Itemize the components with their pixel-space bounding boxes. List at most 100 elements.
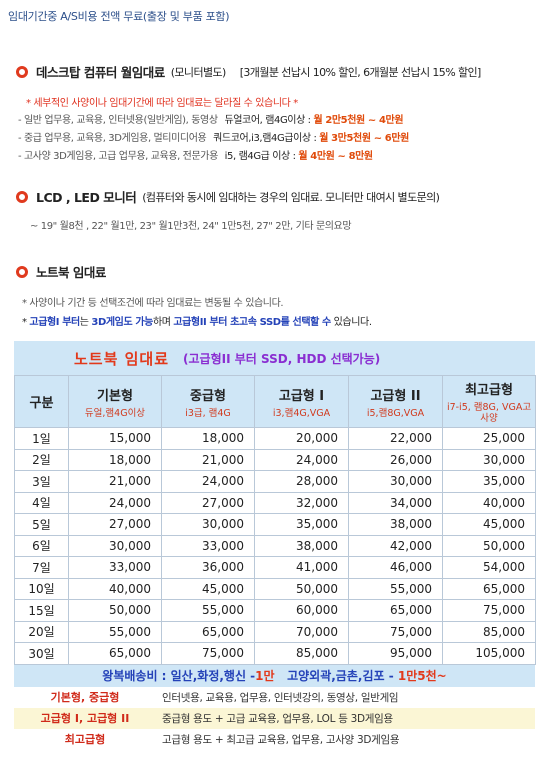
shipping-fee-bar: 왕복배송비 : 일산,화정,행신 - 1만 고양외곽,금촌,김포 - 1만5천~ [14, 664, 535, 687]
price-cell: 21,000 [161, 448, 255, 471]
table-row: 1일 15,000 18,000 20,000 22,000 25,000 [14, 427, 536, 450]
desktop-line-spec: i5, 램4G급 이상 : [224, 151, 296, 162]
table-row: 3일 21,000 24,000 28,000 30,000 35,000 [14, 470, 536, 493]
price-cell: 40,000 [68, 577, 162, 600]
table-row: 15일 50,000 55,000 60,000 65,000 75,000 [14, 599, 536, 622]
desktop-star-note: * 세부적인 사양이나 임대기간에 따라 임대료는 달라질 수 있습니다 * [26, 98, 298, 109]
table-title: 노트북 임대료 [74, 349, 170, 368]
desktop-line-desc: - 고사양 3D게임용, 고급 업무용, 교육용, 전문가용 [18, 151, 218, 162]
laptop-section-header: 노트북 임대료 [16, 262, 106, 281]
price-cell: 40,000 [442, 491, 536, 514]
day-cell: 20일 [14, 620, 69, 643]
price-cell: 41,000 [254, 556, 349, 579]
day-cell: 10일 [14, 577, 69, 600]
price-cell: 24,000 [68, 491, 162, 514]
usage-row: 고급형 I, 고급형 II 중급형 용도 + 고급 교육용, 업무용, LOL … [14, 707, 535, 729]
price-cell: 75,000 [442, 599, 536, 622]
price-cell: 55,000 [68, 620, 162, 643]
day-cell: 30일 [14, 642, 69, 665]
desktop-discount: [3개월분 선납시 10% 할인, 6개월분 선납시 15% 할인] [239, 65, 482, 79]
price-cell: 50,000 [68, 599, 162, 622]
table-row: 20일 55,000 65,000 70,000 75,000 85,000 [14, 620, 536, 643]
price-cell: 85,000 [442, 620, 536, 643]
table-row: 6일 30,000 33,000 38,000 42,000 50,000 [14, 534, 536, 557]
price-cell: 25,000 [442, 427, 536, 450]
laptop-price-table: 노트북 임대료 (고급형II 부터 SSD, HDD 선택가능) 구분 기본형 듀… [14, 341, 536, 764]
price-cell: 46,000 [348, 556, 443, 579]
price-cell: 18,000 [68, 448, 162, 471]
lcd-note: (컴퓨터와 동시에 임대하는 경우의 임대료. 모니터만 대여시 별도문의) [142, 190, 440, 204]
price-cell: 54,000 [442, 556, 536, 579]
price-cell: 50,000 [254, 577, 349, 600]
laptop-title: 노트북 임대료 [36, 265, 106, 280]
laptop-note-2: * 고급형I 부터는 3D게임도 가능하며 고급형II 부터 초고속 SSD를 … [22, 317, 372, 328]
day-cell: 2일 [14, 448, 69, 471]
price-cell: 55,000 [161, 599, 255, 622]
desktop-line-price: 월 4만원 ~ 8만원 [298, 151, 373, 162]
price-cell: 32,000 [254, 491, 349, 514]
price-cell: 21,000 [68, 470, 162, 493]
price-cell: 70,000 [254, 620, 349, 643]
day-cell: 6일 [14, 534, 69, 557]
price-cell: 33,000 [161, 534, 255, 557]
desktop-line-price: 월 3만5천원 ~ 6만원 [319, 133, 409, 144]
desktop-line-desc: - 일반 업무용, 교육용, 인터넷용(일반게임), 동영상 [18, 115, 218, 126]
price-cell: 34,000 [348, 491, 443, 514]
price-cell: 65,000 [348, 599, 443, 622]
price-cell: 85,000 [254, 642, 349, 665]
price-cell: 50,000 [442, 534, 536, 557]
desktop-line: - 고사양 3D게임용, 고급 업무용, 교육용, 전문가용 i5, 램4G급 … [18, 147, 373, 162]
desktop-section-header: 데스크탑 컴퓨터 월임대료 (모니터별도) [3개월분 선납시 10% 할인, … [16, 62, 481, 81]
day-cell: 4일 [14, 491, 69, 514]
price-cell: 60,000 [254, 599, 349, 622]
day-cell: 3일 [14, 470, 69, 493]
table-subtitle: (고급형II 부터 SSD, HDD 선택가능) [183, 351, 381, 366]
desktop-line: - 중급 업무용, 교육용, 3D게임용, 멀티미디어용 쿼드코어,i3,램4G… [18, 129, 409, 144]
price-cell: 38,000 [254, 534, 349, 557]
price-cell: 75,000 [348, 620, 443, 643]
price-cell: 30,000 [161, 513, 255, 536]
price-cell: 38,000 [348, 513, 443, 536]
price-cell: 15,000 [68, 427, 162, 450]
price-cell: 75,000 [161, 642, 255, 665]
price-cell: 33,000 [68, 556, 162, 579]
column-header-gubun: 구분 [14, 375, 69, 428]
desktop-title: 데스크탑 컴퓨터 월임대료 [36, 65, 165, 80]
table-row: 4일 24,000 27,000 32,000 34,000 40,000 [14, 491, 536, 514]
laptop-note-1: * 사양이나 기간 등 선택조건에 따라 임대료는 변동될 수 있습니다. [22, 298, 284, 309]
table-row: 7일 33,000 36,000 41,000 46,000 54,000 [14, 556, 536, 579]
price-cell: 95,000 [348, 642, 443, 665]
ring-bullet-icon [16, 190, 28, 203]
column-header: 고급형 II i5,램8G,VGA [348, 375, 443, 428]
price-cell: 27,000 [68, 513, 162, 536]
table-row: 10일 40,000 45,000 50,000 55,000 65,000 [14, 577, 536, 600]
desktop-line-price: 월 2만5천원 ~ 4만원 [313, 115, 404, 126]
usage-row: 최고급형 고급형 용도 + 최고급 교육용, 업무용, 고사양 3D게임용 [64, 733, 400, 746]
price-body: 1일 15,000 18,000 20,000 22,000 25,000 2일 18,000… [14, 427, 536, 665]
day-cell: 7일 [14, 556, 69, 579]
column-header: 기본형 듀얼,램4G이상 [68, 375, 162, 428]
price-cell: 26,000 [348, 448, 443, 471]
table-title-bar: 노트북 임대료 (고급형II 부터 SSD, HDD 선택가능) [14, 341, 535, 375]
price-cell: 45,000 [442, 513, 536, 536]
price-cell: 28,000 [254, 470, 349, 493]
day-cell: 1일 [14, 427, 69, 450]
price-cell: 105,000 [442, 642, 536, 665]
price-cell: 55,000 [348, 577, 443, 600]
table-row: 5일 27,000 30,000 35,000 38,000 45,000 [14, 513, 536, 536]
ring-bullet-icon [16, 265, 28, 278]
price-cell: 65,000 [442, 577, 536, 600]
desktop-line-spec: 듀얼코어, 램4G이상 : [224, 115, 311, 126]
price-cell: 27,000 [161, 491, 255, 514]
price-cell: 35,000 [254, 513, 349, 536]
price-cell: 36,000 [161, 556, 255, 579]
price-cell: 30,000 [68, 534, 162, 557]
price-cell: 45,000 [161, 577, 255, 600]
day-cell: 5일 [14, 513, 69, 536]
desktop-note: (모니터별도) [170, 65, 227, 79]
price-cell: 24,000 [161, 470, 255, 493]
price-cell: 30,000 [442, 448, 536, 471]
lcd-title: LCD , LED 모니터 [36, 190, 137, 205]
